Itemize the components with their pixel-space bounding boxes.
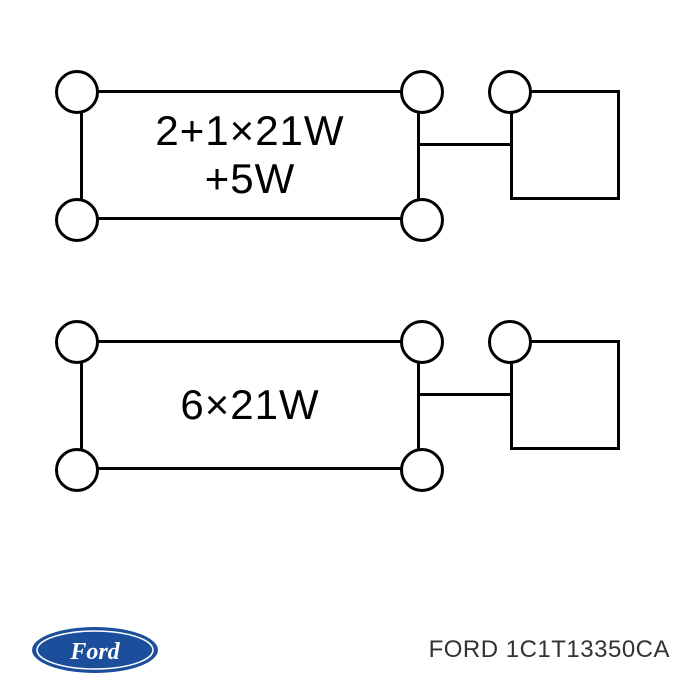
block1-text-line2: +5W bbox=[205, 155, 296, 203]
block1-connector bbox=[420, 143, 510, 146]
block1-circle-tl bbox=[55, 70, 99, 114]
part-label: FORD 1C1T13350CA bbox=[429, 636, 670, 664]
block1-text-line1: 2+1×21W bbox=[155, 107, 344, 155]
block1-main-box: 2+1×21W +5W bbox=[80, 90, 420, 220]
block2-main-box: 6×21W bbox=[80, 340, 420, 470]
part-number-text: 1C1T13350CA bbox=[506, 636, 670, 663]
block2-circle-conn bbox=[488, 320, 532, 364]
footer: Ford FORD 1C1T13350CA bbox=[30, 625, 670, 675]
brand-text: FORD bbox=[429, 636, 499, 663]
block2-circle-tr bbox=[400, 320, 444, 364]
block1-circle-tr bbox=[400, 70, 444, 114]
block2-connector bbox=[420, 393, 510, 396]
block2-circle-br bbox=[400, 448, 444, 492]
block1-circle-bl bbox=[55, 198, 99, 242]
block1-circle-conn bbox=[488, 70, 532, 114]
svg-text:Ford: Ford bbox=[69, 639, 120, 665]
block2-text-line1: 6×21W bbox=[180, 381, 319, 429]
ford-logo-icon: Ford bbox=[30, 625, 160, 675]
block2-circle-tl bbox=[55, 320, 99, 364]
block1-circle-br bbox=[400, 198, 444, 242]
block2-circle-bl bbox=[55, 448, 99, 492]
diagram-area: 2+1×21W +5W 6×21W bbox=[60, 40, 640, 560]
